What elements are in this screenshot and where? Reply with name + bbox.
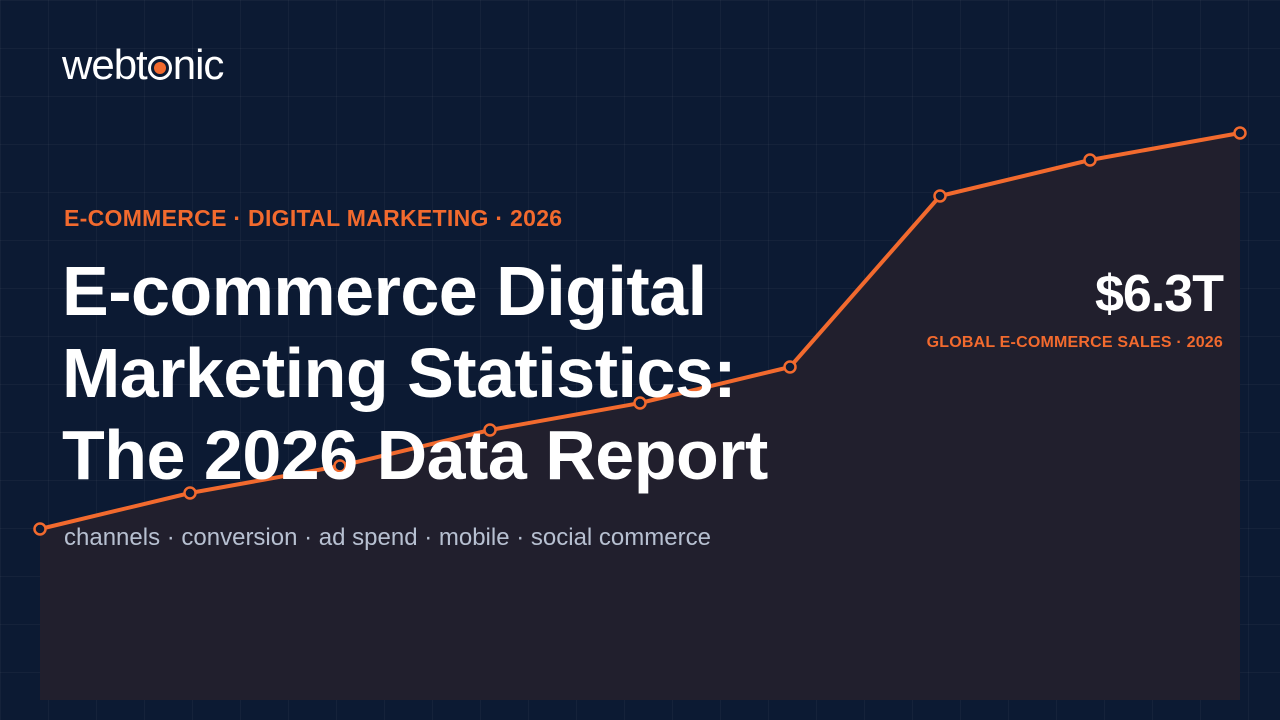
logo-text-right: nic [172, 41, 225, 88]
topic-tags: channels · conversion · ad spend · mobil… [64, 524, 711, 551]
highlight-stat-value: $6.3T [1095, 265, 1224, 323]
category-eyebrow: E-COMMERCE · DIGITAL MARKETING · 2026 [64, 205, 563, 231]
highlight-stat-label: GLOBAL E-COMMERCE SALES · 2026 [926, 334, 1223, 351]
chart-point-8 [1083, 153, 1097, 167]
title-line-3: The 2026 Data Report [62, 416, 768, 494]
highlight-stat: $6.3T GLOBAL E-COMMERCE SALES · 2026 [926, 265, 1224, 352]
chart-point-4 [483, 423, 497, 437]
logo-dot-icon [147, 56, 172, 80]
title-line-2: Marketing Statistics: [62, 334, 737, 412]
chart-point-1 [33, 522, 47, 536]
title-line-1: E-commerce Digital [62, 252, 707, 330]
logo-text-left: webt [62, 41, 148, 88]
webtonic-logo[interactable]: webt nic [62, 41, 225, 88]
chart-point-7 [933, 189, 947, 203]
chart-area-fill [40, 133, 1240, 700]
chart-point-3 [333, 459, 347, 473]
page-title: E-commerce Digital Marketing Statistics:… [62, 250, 862, 496]
chart-point-5 [633, 396, 647, 410]
chart-point-6 [783, 360, 797, 374]
chart-point-2 [183, 486, 197, 500]
chart-point-9 [1233, 126, 1247, 140]
